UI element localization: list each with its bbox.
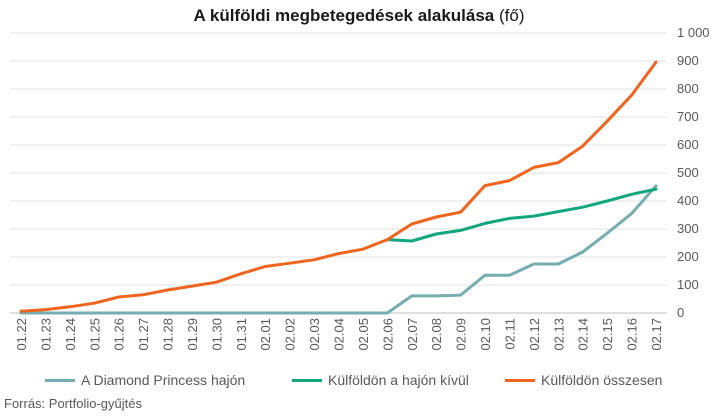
y-tick-label: 0 — [677, 305, 684, 320]
x-tick-label: 01.24 — [63, 318, 78, 351]
x-tick-label: 01.27 — [136, 318, 151, 351]
y-tick-label: 800 — [677, 81, 699, 96]
legend-item-total: Külföldön összesen — [505, 372, 662, 388]
x-tick-label: 02.02 — [283, 318, 298, 351]
x-tick-label: 02.11 — [502, 318, 517, 350]
legend-swatch-abroad — [292, 378, 322, 382]
legend-item-abroad: Külföldön a hajón kívül — [292, 372, 469, 388]
y-tick-label: 100 — [677, 277, 699, 292]
legend-item-diamond: A Diamond Princess hajón — [45, 372, 245, 388]
series-line-diamond — [19, 184, 658, 315]
x-tick-label: 01.29 — [185, 318, 200, 351]
y-tick-label: 600 — [677, 137, 699, 152]
legend-label-total: Külföldön összesen — [541, 372, 663, 388]
x-tick-label: 02.04 — [332, 318, 347, 351]
series-lines — [19, 60, 658, 315]
y-tick-label: 400 — [677, 193, 699, 208]
x-tick-label: 02.15 — [600, 318, 615, 351]
x-tick-label: 01.23 — [38, 318, 53, 351]
x-tick-label: 02.01 — [258, 318, 273, 351]
x-tick-label: 02.05 — [356, 318, 371, 351]
x-tick-label: 01.28 — [161, 318, 176, 351]
x-tick-label: 02.14 — [576, 318, 591, 351]
x-tick-label: 02.12 — [527, 318, 542, 351]
x-tick-label: 02.06 — [380, 318, 395, 351]
legend-label-diamond: A Diamond Princess hajón — [81, 372, 246, 388]
y-tick-label: 300 — [677, 221, 699, 236]
x-tick-label: 02.09 — [454, 318, 469, 351]
chart-title-unit: (fő) — [499, 6, 525, 25]
x-tick-label: 02.08 — [429, 318, 444, 351]
x-tick-label: 01.25 — [87, 318, 102, 351]
x-tick-label: 02.10 — [478, 318, 493, 351]
x-tick-label: 02.16 — [625, 318, 640, 351]
x-axis-ticks: 01.22 01.23 01.24 01.25 01.26 01.27 01.28 01.29… — [14, 318, 664, 351]
y-tick-label: 200 — [677, 249, 699, 264]
y-tick-label: 900 — [677, 53, 699, 68]
x-tick-label: 01.31 — [234, 318, 249, 351]
legend-label-abroad: Külföldön a hajón kívül — [328, 372, 469, 388]
x-tick-label: 01.22 — [14, 318, 29, 351]
x-tick-label: 02.07 — [405, 318, 420, 351]
chart-title: A külföldi megbetegedések alakulása (fő) — [0, 6, 718, 26]
x-tick-label: 02.03 — [307, 318, 322, 351]
x-tick-label: 01.30 — [209, 318, 224, 351]
legend-swatch-total — [505, 378, 535, 382]
y-tick-label: 500 — [677, 165, 699, 180]
source-note: Forrás: Portfolio-gyűjtés — [4, 396, 142, 411]
legend-swatch-diamond — [45, 378, 75, 382]
y-axis-ticks: 0 100 200 300 400 500 600 700 800 900 1 000 — [677, 25, 710, 320]
series-line-abroad — [385, 187, 658, 243]
series-line-total — [19, 60, 658, 313]
legend: A Diamond Princess hajón Külföldön a haj… — [0, 372, 718, 392]
x-tick-label: 02.17 — [649, 318, 664, 351]
y-tick-label: 700 — [677, 109, 699, 124]
chart-title-main: A külföldi megbetegedések alakulása — [193, 6, 495, 25]
gridlines — [10, 32, 667, 314]
x-tick-label: 01.26 — [112, 318, 127, 351]
x-tick-label: 02.13 — [551, 318, 566, 351]
y-tick-label: 1 000 — [677, 25, 710, 40]
